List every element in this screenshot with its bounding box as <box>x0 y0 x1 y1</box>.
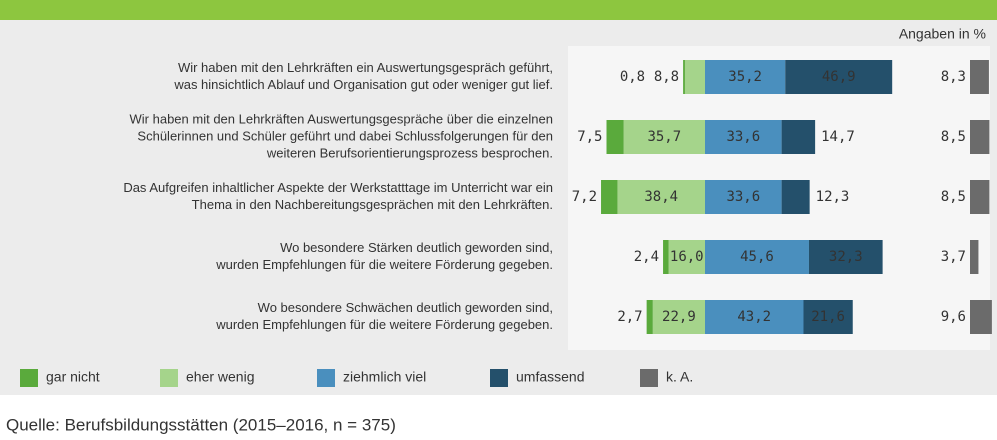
category-label: was hinsichtlich Ablauf und Organisation… <box>173 77 553 92</box>
bar-segment <box>663 240 669 274</box>
legend-label: k. A. <box>666 369 693 385</box>
bar-segment <box>646 300 653 334</box>
category-label: wurden Empfehlungen für die weitere Förd… <box>215 317 553 332</box>
value-label: 35,2 <box>728 69 762 85</box>
value-label: 21,6 <box>811 309 845 325</box>
legend-label: eher wenig <box>186 369 255 385</box>
value-label: 8,5 <box>941 129 966 145</box>
value-label: 0,8 <box>620 69 645 85</box>
category-label: weiteren Berufsorientierungsprozess besp… <box>266 145 553 160</box>
value-label: 38,4 <box>644 189 678 205</box>
legend-swatch <box>640 369 658 387</box>
bar-segment <box>781 180 810 214</box>
category-label: Wir haben mit den Lehrkräften Auswertung… <box>130 111 553 126</box>
bar-segment <box>652 300 705 334</box>
value-label: 3,7 <box>941 249 966 265</box>
bar-segment <box>683 60 685 94</box>
value-label: 16,0 <box>670 249 704 265</box>
bar-segment <box>705 240 809 274</box>
value-label: 8,5 <box>941 189 966 205</box>
bar-segment <box>668 240 705 274</box>
category-label: Wo besondere Schwächen deutlich geworden… <box>258 300 553 315</box>
bar-segment <box>970 120 990 154</box>
value-label: 12,3 <box>816 189 850 205</box>
value-label: 9,6 <box>941 309 966 325</box>
value-label: 33,6 <box>726 129 760 145</box>
value-label: 46,9 <box>822 69 856 85</box>
bar-segment <box>808 240 883 274</box>
category-label: Wo besondere Stärken deutlich geworden s… <box>280 240 553 255</box>
legend-swatch <box>490 369 508 387</box>
value-label: 22,9 <box>662 309 696 325</box>
value-label: 2,4 <box>634 249 659 265</box>
category-label: Das Aufgreifen inhaltlicher Aspekte der … <box>123 180 553 195</box>
bar-segment <box>781 120 816 154</box>
bar-segment <box>705 120 782 154</box>
value-label: 7,2 <box>572 189 597 205</box>
value-label: 35,7 <box>647 129 681 145</box>
value-label: 33,6 <box>726 189 760 205</box>
source: Quelle: Berufsbildungsstätten (2015–2016… <box>6 415 396 434</box>
bar-segment <box>970 180 990 214</box>
legend-swatch <box>20 369 38 387</box>
bar-segment <box>606 120 624 154</box>
value-label: 8,3 <box>941 69 966 85</box>
bar-segment <box>970 300 992 334</box>
value-label: 14,7 <box>821 129 855 145</box>
value-label: 43,2 <box>737 309 771 325</box>
value-label: 32,3 <box>829 249 863 265</box>
value-label: 7,5 <box>577 129 602 145</box>
value-label: 45,6 <box>740 249 774 265</box>
bar-segment <box>785 60 893 94</box>
bar-segment <box>705 60 786 94</box>
category-label: Schülerinnen und Schüler geführt und dab… <box>137 128 553 143</box>
bar-segment <box>705 300 804 334</box>
legend-swatch <box>317 369 335 387</box>
category-label: Thema in den Nachbereitungsgesprächen mi… <box>192 197 553 212</box>
category-label: wurden Empfehlungen für die weitere Förd… <box>215 257 553 272</box>
header-bar <box>0 0 997 20</box>
category-label: Wir haben mit den Lehrkräften ein Auswer… <box>178 60 553 75</box>
bar-segment <box>623 120 705 154</box>
bar-segment <box>705 180 782 214</box>
value-label: 8,8 <box>654 69 679 85</box>
legend-label: umfassend <box>516 369 584 385</box>
bar-segment <box>601 180 618 214</box>
bar-segment <box>970 240 979 274</box>
bar-segment <box>684 60 705 94</box>
bar-segment <box>970 60 989 94</box>
unit-note: Angaben in % <box>899 26 986 42</box>
legend-label: ziehmlich viel <box>343 369 426 385</box>
legend-swatch <box>160 369 178 387</box>
bar-segment <box>803 300 853 334</box>
legend-label: gar nicht <box>46 369 100 385</box>
bar-segment <box>617 180 705 214</box>
value-label: 2,7 <box>617 309 642 325</box>
